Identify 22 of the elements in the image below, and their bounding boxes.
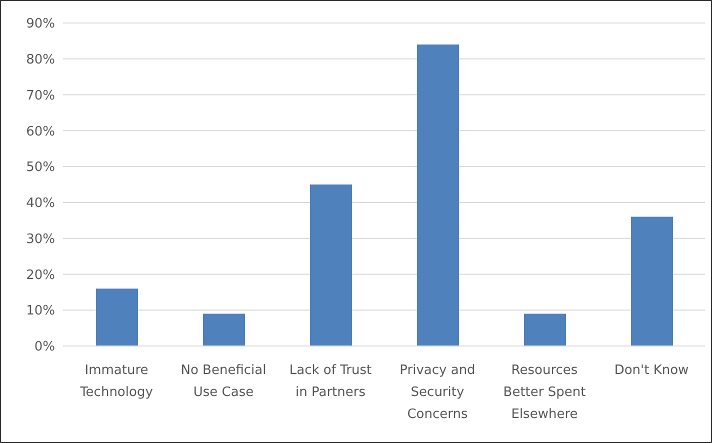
y-tick-label: 0% <box>34 340 55 355</box>
x-tick-label: Lack of Trust in Partners <box>289 363 372 400</box>
bar <box>203 314 245 346</box>
bar <box>524 314 566 346</box>
bar <box>417 44 459 346</box>
bar <box>96 288 138 346</box>
y-tick-label: 10% <box>26 304 55 319</box>
y-tick-label: 30% <box>26 232 55 247</box>
x-tick-label: No Beneficial Use Case <box>180 363 266 400</box>
y-tick-label: 80% <box>26 52 55 68</box>
bar <box>631 216 673 346</box>
y-tick-label: 60% <box>26 124 55 140</box>
y-tick-label: 50% <box>26 160 55 176</box>
bar <box>310 184 352 346</box>
y-tick-label: 90% <box>26 16 55 32</box>
x-tick-label: Immature Technology <box>79 363 154 400</box>
x-tick-label: Resources Better Spent Elsewhere <box>503 363 586 422</box>
y-tick-label: 70% <box>26 88 55 104</box>
y-tick-label: 40% <box>26 196 55 212</box>
x-tick-label: Privacy and Security Concerns <box>400 363 476 422</box>
y-tick-label: 20% <box>26 268 55 283</box>
x-tick-label: Don't Know <box>614 363 690 378</box>
